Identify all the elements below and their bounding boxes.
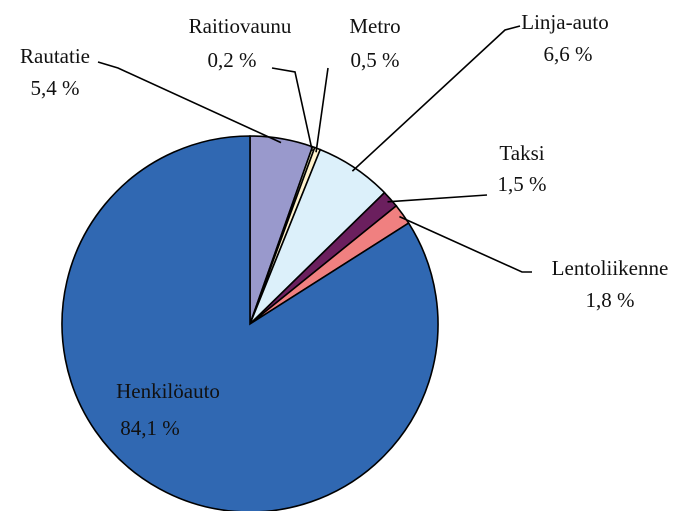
pie-slice: [61, 135, 439, 511]
slice-value-label: 6,6 %: [544, 42, 593, 66]
leader-line: [271, 67, 314, 152]
slice-value-label: 5,4 %: [31, 76, 80, 100]
slice-label: Rautatie: [20, 44, 90, 68]
slice-label: Lentoliikenne: [552, 256, 669, 280]
leader-line: [387, 194, 488, 203]
leader-line: [97, 61, 282, 144]
slice-value-label: 84,1 %: [120, 416, 180, 440]
leader-line: [351, 25, 521, 172]
slice-label: Metro: [349, 14, 400, 38]
leader-line: [399, 215, 532, 273]
slice-label: Raitiovaunu: [189, 14, 292, 38]
slice-value-label: 1,5 %: [498, 172, 547, 196]
slice-value-label: 0,2 %: [208, 48, 257, 72]
slice-value-label: 1,8 %: [586, 288, 635, 312]
slice-value-label: 0,5 %: [351, 48, 400, 72]
slice-label: Linja-auto: [521, 10, 608, 34]
leader-line: [315, 67, 329, 153]
slice-label: Henkilöauto: [116, 379, 220, 403]
slice-label: Taksi: [499, 141, 544, 165]
